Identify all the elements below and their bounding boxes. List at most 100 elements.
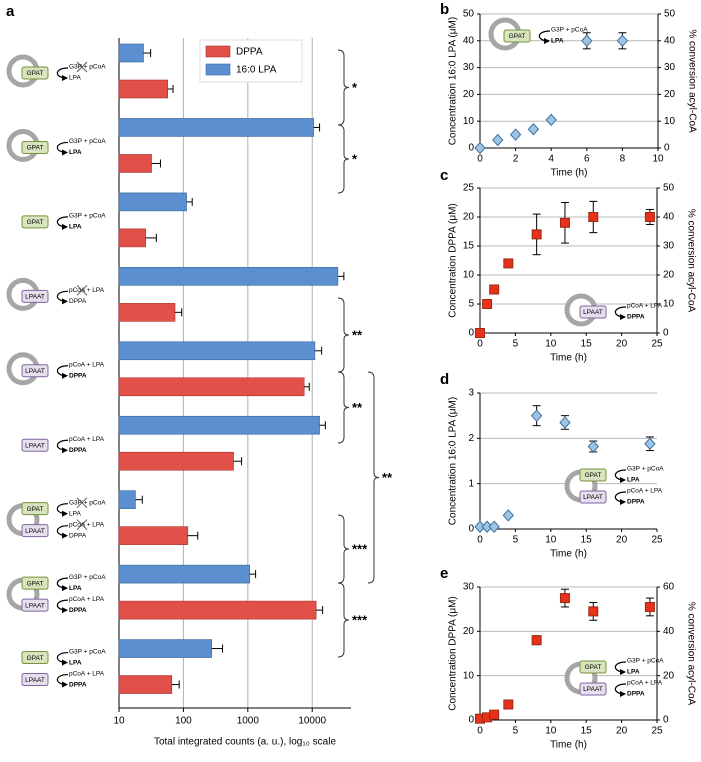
x-tick-label: 5 [513,339,519,350]
enzyme-label: GPAT [27,580,44,587]
reaction-arrow [56,67,69,81]
reaction-arrow [56,141,69,156]
reaction-arrow [56,290,69,305]
y2-tick-label: 20 [664,89,676,100]
enzyme-label: GPAT [27,219,44,226]
substrates: pCoA + LPA [627,488,663,495]
x-tick-label: 8 [620,154,626,165]
reaction-arrow [56,599,69,614]
x-tick-label: 10 [545,535,557,546]
substrates: pCoA + LPA [69,596,105,603]
product: DPPA [69,447,87,454]
y-tick-label: 10 [463,270,475,281]
y-tick-label: 5 [468,299,474,310]
enzyme-label: LPAAT [583,494,603,501]
reaction-arrow [56,577,69,592]
reaction-arrow [614,683,627,697]
bar [118,639,213,658]
panel-letter: b [440,1,449,18]
y-tick-label: 3 [468,388,474,399]
reaction-arrow [538,30,551,44]
y2-tick-label: 50 [663,183,675,194]
enzyme-box [579,660,607,674]
significance-brace [337,297,350,373]
y2-tick-label: 60 [663,582,675,593]
enzyme-label: LPAAT [25,442,45,449]
data-point [644,601,655,612]
enzyme-label: LPAAT [25,677,45,684]
enzyme-box [579,468,607,482]
x-tick-label: 10000 [298,716,326,727]
substrates: G3P + pCoA [69,64,106,71]
x-tick-label: 6 [584,154,590,165]
significance-brace [337,514,350,584]
significance-brace [337,124,350,194]
significance-label: * [352,151,358,166]
data-point [559,416,571,429]
y-tick-label: 20 [463,626,475,637]
y-tick-label: 30 [463,582,475,593]
bar [118,118,314,137]
bar [118,490,136,509]
enzyme-label: LPAAT [25,368,45,375]
x-tick-label: 2 [513,154,519,165]
panel-letter: a [6,3,15,20]
product: DPPA [69,532,87,539]
substrates: pCoA + LPA [627,303,663,310]
bar [118,675,173,694]
reaction-arrow [614,491,627,505]
y2-tick-label: 0 [664,143,670,154]
y2-tick-label: 10 [663,299,675,310]
enzyme-label: LPAAT [25,602,45,609]
substrates: pCoA + LPA [69,436,105,443]
enzyme-label: GPAT [27,70,44,77]
enzyme-box [579,490,607,504]
product: DPPA [69,298,87,305]
product: LPA [69,659,82,666]
enzyme-box [21,364,49,378]
enzyme-box [21,66,49,80]
bar [118,192,187,212]
bar [118,43,144,63]
x-tick-label: 0 [477,535,483,546]
y2-tick-label: 20 [663,270,675,281]
enzyme-box [579,682,607,696]
data-point [531,229,542,240]
data-point [531,635,542,646]
y-tick-label: 15 [463,241,475,252]
substrates: pCoA + LPA [69,361,105,368]
y2-axis-label: % conversion acyl-CoA [686,29,697,133]
y-tick-label: 0 [468,524,474,535]
substrates: G3P + pCoA [69,213,106,220]
enzyme-box [21,673,49,687]
product: DPPA [69,607,87,614]
product: LPA [69,75,81,82]
data-point [588,212,599,222]
legend-label: DPPA [236,47,263,58]
y-tick-label: 0 [468,143,474,154]
x-tick-label: 15 [581,535,593,546]
data-point [527,122,540,136]
legend-swatch [205,63,231,76]
significance-label: *** [352,612,368,627]
block-cross [76,284,88,296]
bar [118,377,305,397]
y-tick-label: 0 [468,715,474,726]
x-axis-label: Time (h) [550,740,587,751]
data-point [503,258,514,269]
product: LPA [69,585,82,592]
substrates: G3P + pCoA [627,658,664,665]
y2-tick-label: 40 [663,626,675,637]
enzyme-label: LPAAT [583,309,603,316]
substrates: pCoA + LPA [627,680,663,687]
enzyme-box [21,140,49,154]
x-tick-label: 0 [477,726,483,737]
product: DPPA [69,681,87,688]
data-point [509,128,522,141]
bar [118,451,234,471]
bar [118,79,168,99]
product: LPA [627,669,640,676]
y2-tick-label: 10 [664,116,676,127]
significance-label: *** [352,541,368,556]
data-point [530,409,543,422]
